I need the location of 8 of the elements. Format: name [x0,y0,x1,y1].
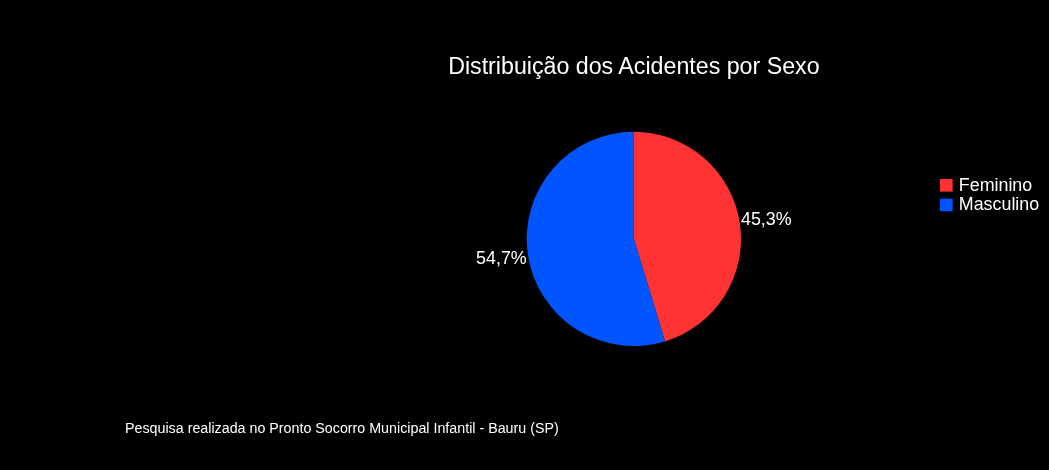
data-label: 54,7% [476,247,527,268]
text: Pesquisa realizada no Pronto Socorro Municipal Infantil - Bauru (SP) [124,419,559,436]
chart-title: Distribuição dos Acidentes por Sexo [448,52,820,79]
pie-slice [633,131,741,342]
pie-slice [526,131,666,346]
legend-label: Feminino [958,174,1033,195]
legend-label: Masculino [958,194,1040,215]
data-label: 45,3% [741,208,792,229]
